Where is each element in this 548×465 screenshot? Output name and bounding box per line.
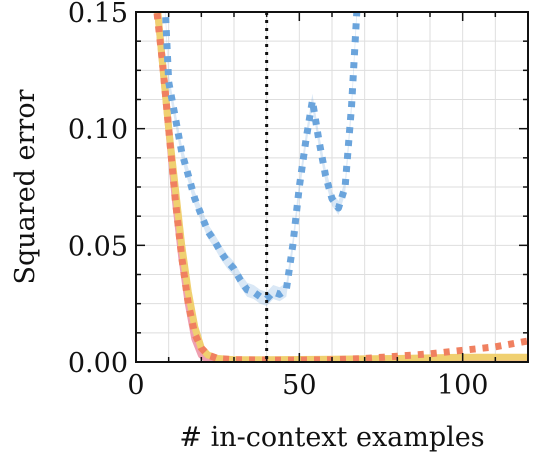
y-tick-label: 0.10 xyxy=(68,115,128,146)
x-tick-label: 100 xyxy=(437,370,489,401)
x-tick-label: 0 xyxy=(127,370,144,401)
ticks: 0 50 100 0.00 0.05 0.10 0.15 xyxy=(68,0,529,401)
series-line-3 xyxy=(161,12,361,303)
y-tick-label: 0.00 xyxy=(68,348,128,379)
y-tick-label: 0.15 xyxy=(68,0,128,29)
series-line-2 xyxy=(153,12,528,362)
y-axis-label: Squared error xyxy=(10,89,41,284)
x-axis-label: # in-context examples xyxy=(179,422,484,453)
x-tick-label: 50 xyxy=(282,370,316,401)
y-tick-label: 0.05 xyxy=(68,231,128,262)
